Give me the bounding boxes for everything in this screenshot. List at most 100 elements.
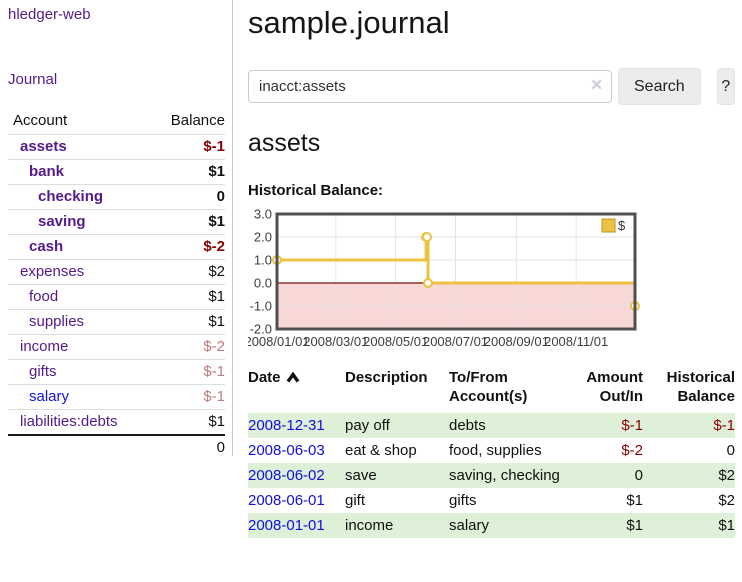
account-link[interactable]: assets — [20, 138, 67, 155]
account-link[interactable]: checking — [38, 188, 104, 205]
account-balance: $-1 — [203, 138, 225, 155]
account-link[interactable]: liabilities:debts — [20, 413, 118, 430]
plot-border — [275, 212, 637, 331]
account-link[interactable]: food — [29, 288, 59, 305]
transaction-date-link[interactable]: 2008-06-03 — [248, 442, 325, 459]
legend-label: $ — [618, 218, 626, 233]
x-axis-tick-label: 2008/03/01 — [303, 334, 368, 349]
transaction-balance: $2 — [718, 467, 735, 484]
account-link[interactable]: income — [20, 338, 69, 355]
page-title: sample.journal — [248, 5, 450, 40]
y-axis-tick-label: 3.0 — [254, 207, 272, 222]
transaction-description: pay off — [345, 417, 390, 434]
y-axis-tick-label: 1.0 — [254, 253, 272, 268]
account-name-cell: salary — [8, 385, 153, 410]
account-row: cash $-2 — [8, 234, 225, 260]
transaction-description: save — [345, 467, 377, 484]
account-balance: $1 — [208, 213, 225, 230]
account-balance: $-1 — [203, 388, 225, 405]
account-row: checking 0 — [8, 184, 225, 210]
account-row: salary $-1 — [8, 384, 225, 410]
sort-asc-icon — [286, 371, 299, 383]
column-header-description[interactable]: Description — [345, 369, 428, 386]
transaction-date-link[interactable]: 2008-06-01 — [248, 492, 325, 509]
transactions-table: Date Description To/From Account(s) Amou… — [248, 368, 735, 538]
account-row: saving $1 — [8, 209, 225, 235]
transaction-date-link[interactable]: 2008-12-31 — [248, 417, 325, 434]
transaction-date-link[interactable]: 2008-06-02 — [248, 467, 325, 484]
account-balance: $1 — [208, 313, 225, 330]
transaction-description: income — [345, 517, 394, 534]
account-link[interactable]: expenses — [20, 263, 85, 280]
accounts-table: Account Balance assets $-1 bank $1 checking 0… — [8, 109, 225, 460]
account-name-cell: supplies — [8, 310, 153, 335]
account-name-cell: saving — [8, 210, 153, 235]
transaction-amount: $-2 — [621, 442, 643, 459]
transaction-amount: 0 — [634, 467, 643, 484]
account-row: expenses $2 — [8, 259, 225, 285]
historical-balance-chart[interactable]: $3.0 2.0 1.0 0.0 -1.0 -2.02008/01/012008/03/0… — [248, 206, 728, 352]
legend-swatch — [601, 218, 616, 233]
accounts-header-row: Account Balance — [8, 109, 225, 135]
account-balance: $1 — [208, 413, 225, 430]
clear-search-icon[interactable]: ✕ — [590, 77, 603, 94]
transaction-date-link[interactable]: 2008-01-01 — [248, 517, 325, 534]
data-point-marker — [422, 232, 433, 242]
transaction-row: 2008-01-01 income salary $1 $1 — [248, 513, 735, 538]
transaction-amount: $1 — [626, 517, 643, 534]
search-button[interactable]: Search — [618, 68, 701, 105]
account-name-cell: gifts — [8, 360, 153, 385]
column-header-balance[interactable]: Historical Balance — [666, 369, 735, 405]
transaction-description: eat & shop — [345, 442, 417, 459]
account-name-cell: income — [8, 335, 153, 360]
transaction-description: gift — [345, 492, 366, 509]
account-link[interactable]: salary — [29, 388, 70, 405]
transaction-accounts: saving, checking — [449, 467, 560, 484]
column-header-accounts[interactable]: To/From Account(s) — [449, 369, 528, 405]
y-axis-tick-label: -2.0 — [250, 322, 272, 337]
sidebar: hledger-web Journal Account Balance asse… — [0, 0, 233, 456]
app-title-link[interactable]: hledger-web — [8, 6, 91, 23]
account-link[interactable]: cash — [29, 238, 64, 255]
account-link[interactable]: gifts — [29, 363, 57, 380]
transaction-accounts: salary — [449, 517, 490, 534]
y-axis-tick-label: 0.0 — [254, 276, 272, 291]
transaction-row: 2008-12-31 pay off debts $-1 $-1 — [248, 413, 735, 438]
account-row: food $1 — [8, 284, 225, 310]
account-row: liabilities:debts $1 — [8, 409, 225, 436]
y-axis-tick-label: 2.0 — [254, 230, 272, 245]
transaction-amount: $1 — [626, 492, 643, 509]
account-row: supplies $1 — [8, 309, 225, 335]
y-axis-tick-label: -1.0 — [250, 299, 272, 314]
account-name-cell: assets — [8, 135, 153, 160]
account-balance: $-2 — [203, 238, 225, 255]
accounts-header-account: Account — [13, 112, 68, 129]
account-row: gifts $-1 — [8, 359, 225, 385]
account-link[interactable]: supplies — [29, 313, 85, 330]
account-balance: $-1 — [203, 363, 225, 380]
account-balance: $1 — [208, 163, 225, 180]
column-header-date[interactable]: Date — [248, 368, 345, 413]
account-link[interactable]: bank — [29, 163, 65, 180]
column-header-amount[interactable]: Amount Out/In — [586, 369, 643, 405]
transaction-accounts: gifts — [449, 492, 477, 509]
account-link[interactable]: saving — [38, 213, 86, 230]
x-axis-tick-label: 2008/09/01 — [484, 334, 549, 349]
search-input[interactable] — [248, 70, 612, 103]
account-balance: $2 — [208, 263, 225, 280]
transaction-amount: $-1 — [621, 417, 643, 434]
accounts-total-value: 0 — [216, 439, 225, 456]
help-button[interactable]: ? — [716, 68, 735, 105]
account-row: income $-2 — [8, 334, 225, 360]
transaction-balance: $1 — [718, 517, 735, 534]
search-form: ✕ Search ? — [248, 68, 735, 105]
x-axis-tick-label: 2008/07/01 — [423, 334, 488, 349]
x-axis-tick-label: 2008/01/01 — [248, 334, 310, 349]
chart-title: Historical Balance: — [248, 182, 384, 199]
account-row: assets $-1 — [8, 134, 225, 160]
transaction-accounts: food, supplies — [449, 442, 542, 459]
sidebar-item-journal[interactable]: Journal — [8, 71, 58, 88]
account-name-cell: liabilities:debts — [8, 410, 153, 436]
x-axis-tick-label: 2008/11/01 — [544, 334, 608, 349]
account-name-cell: food — [8, 285, 153, 310]
